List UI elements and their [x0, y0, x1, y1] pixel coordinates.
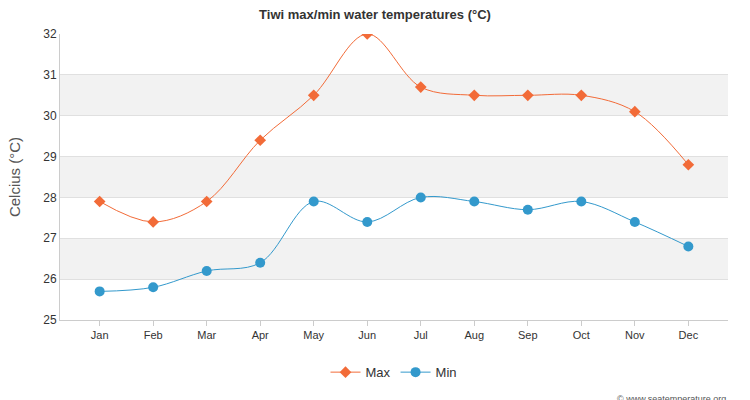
svg-text:May: May	[303, 329, 324, 341]
svg-text:30: 30	[43, 109, 57, 123]
svg-text:27: 27	[43, 231, 57, 245]
svg-text:Mar: Mar	[197, 329, 216, 341]
svg-text:Feb: Feb	[144, 329, 163, 341]
svg-text:Celcius (°C): Celcius (°C)	[6, 137, 23, 217]
svg-text:32: 32	[43, 27, 57, 41]
svg-text:© www.seatemperature.org: © www.seatemperature.org	[617, 394, 726, 400]
svg-text:28: 28	[43, 191, 57, 205]
svg-text:29: 29	[43, 150, 57, 164]
svg-text:Jun: Jun	[358, 329, 376, 341]
svg-text:25: 25	[43, 313, 57, 327]
svg-text:Tiwi max/min water temperature: Tiwi max/min water temperatures (°C)	[259, 7, 491, 22]
svg-text:26: 26	[43, 272, 57, 286]
svg-text:Jan: Jan	[91, 329, 109, 341]
svg-text:Sep: Sep	[518, 329, 538, 341]
svg-text:31: 31	[43, 68, 57, 82]
svg-text:Aug: Aug	[464, 329, 484, 341]
svg-text:Jul: Jul	[414, 329, 428, 341]
svg-text:Nov: Nov	[625, 329, 645, 341]
svg-text:Oct: Oct	[573, 329, 590, 341]
svg-text:Dec: Dec	[679, 329, 699, 341]
svg-text:Max: Max	[366, 365, 391, 380]
svg-text:Apr: Apr	[252, 329, 269, 341]
svg-text:Min: Min	[436, 365, 457, 380]
